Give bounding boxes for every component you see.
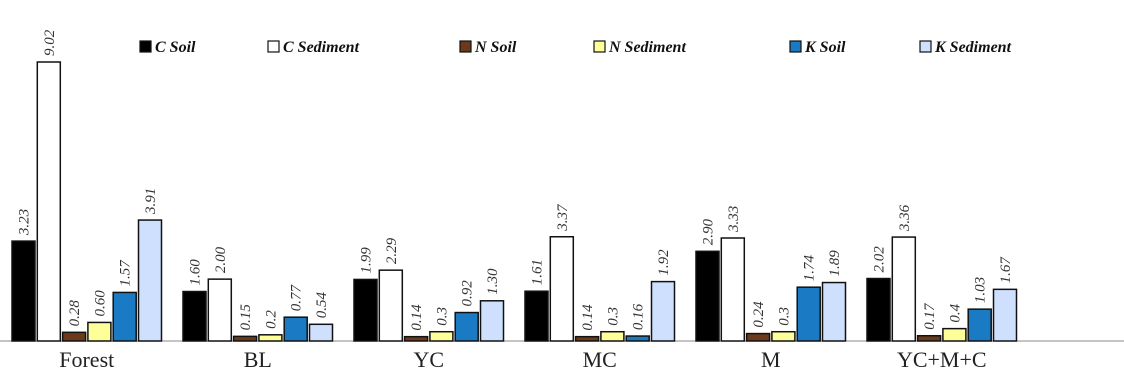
bar-forest-c-soil (11, 240, 36, 342)
value-label: 0.92 (460, 280, 476, 307)
legend-swatch (593, 40, 606, 53)
legend-swatch (459, 40, 472, 53)
bar-yc-k-soil (454, 311, 479, 342)
value-label: 3.36 (897, 204, 913, 232)
value-label: 2.02 (872, 246, 888, 273)
bar-forest-n-soil (61, 331, 87, 342)
value-label: 3.37 (555, 203, 571, 232)
bar-mc-n-soil (574, 335, 600, 342)
value-label: 0.3 (605, 307, 621, 326)
category-labels-layer: Forest BL YC MC M YC+M+C (59, 347, 986, 372)
legend-label: C Soil (155, 39, 196, 56)
value-label: 1.60 (188, 259, 204, 286)
value-label: 1.03 (973, 277, 989, 303)
bar-bl-k-soil (283, 316, 308, 342)
value-label: 0.15 (238, 304, 254, 331)
bar-mc-c-soil (524, 290, 549, 342)
bar-forest-n-sediment (87, 321, 112, 342)
bar-yc-m-c-c-sediment (891, 236, 917, 342)
value-label: 1.57 (118, 259, 134, 287)
value-label: 0.16 (631, 303, 647, 330)
legend-label: K Sediment (934, 39, 1012, 56)
value-label: 0.28 (67, 300, 83, 327)
value-label: 2.90 (701, 219, 717, 246)
value-label: 1.30 (485, 268, 501, 295)
category-label: M (761, 347, 781, 372)
value-label: 0.17 (922, 302, 938, 330)
legend-label: C Sediment (283, 39, 360, 56)
bar-yc-c-soil (353, 278, 378, 342)
legend-label: N Sediment (608, 39, 686, 56)
bar-bl-n-sediment (258, 334, 283, 342)
value-label: 0.2 (263, 310, 279, 329)
bar-bl-n-soil (232, 335, 258, 342)
bar-m-n-sediment (771, 330, 796, 342)
bar-yc-m-c-n-sediment (942, 327, 967, 342)
bar-m-n-soil (745, 332, 771, 342)
bar-yc-n-soil (403, 335, 429, 342)
legend-label: K Soil (804, 39, 846, 56)
bar-yc-m-c-k-soil (967, 308, 992, 342)
bars-layer (11, 61, 1018, 342)
bar-bl-c-sediment (207, 278, 233, 342)
value-label: 0.60 (92, 290, 108, 317)
value-label: 1.89 (827, 250, 843, 277)
bar-m-c-sediment (720, 237, 746, 342)
bar-yc-c-sediment (378, 269, 404, 342)
value-label: 0.77 (289, 283, 305, 311)
legend-swatch (789, 40, 802, 53)
category-label: BL (244, 347, 272, 372)
bar-mc-k-sediment (650, 280, 676, 342)
value-label: 9.02 (42, 29, 58, 56)
value-label: 1.74 (802, 254, 818, 281)
bar-mc-c-sediment (549, 236, 575, 342)
bar-forest-c-sediment (36, 61, 62, 342)
value-label: 0.54 (314, 292, 330, 319)
bar-mc-k-soil (625, 335, 650, 342)
bar-mc-n-sediment (600, 330, 625, 342)
value-label: 3.33 (726, 206, 742, 233)
category-label: YC (413, 347, 444, 372)
value-labels-layer: 3.23 9.02 0.28 0.60 1.57 3.91 1.60 2.00 0.15 0.2 0… (17, 29, 1015, 330)
value-label: 1.67 (998, 256, 1014, 284)
bar-yc-m-c-n-soil (916, 334, 942, 342)
bar-yc-m-c-c-soil (866, 277, 891, 342)
legend-swatch (139, 40, 152, 53)
bar-yc-n-sediment (429, 330, 454, 342)
bar-forest-k-soil (112, 291, 137, 342)
bar-yc-m-c-k-sediment (992, 288, 1018, 342)
value-label: 2.00 (213, 246, 229, 273)
bar-bl-c-soil (182, 290, 207, 342)
legend-label: N Soil (474, 39, 517, 56)
value-label: 0.24 (751, 301, 767, 328)
value-label: 0.3 (776, 307, 792, 326)
legend: C Soil C Sediment N Soil N Sediment K Soil K … (139, 39, 1012, 56)
value-label: 1.61 (530, 259, 546, 285)
value-label: 1.99 (359, 247, 375, 274)
bar-forest-k-sediment (137, 219, 163, 342)
value-label: 3.91 (143, 188, 159, 215)
value-label: 0.3 (434, 307, 450, 326)
bar-yc-k-sediment (479, 300, 505, 342)
bar-m-k-soil (796, 286, 821, 342)
category-label: MC (583, 347, 617, 372)
value-label: 0.14 (580, 304, 596, 331)
bar-m-c-soil (695, 250, 720, 342)
value-label: 0.4 (947, 303, 963, 322)
bar-m-k-sediment (821, 281, 847, 342)
legend-swatch (919, 40, 932, 53)
value-label: 2.29 (384, 237, 400, 264)
category-label: YC+M+C (897, 347, 987, 372)
value-label: 1.92 (656, 249, 672, 276)
bar-bl-k-sediment (308, 323, 334, 342)
category-label: Forest (59, 347, 114, 372)
value-label: 3.23 (17, 209, 33, 236)
value-label: 0.14 (409, 304, 425, 331)
legend-swatch (267, 40, 280, 53)
